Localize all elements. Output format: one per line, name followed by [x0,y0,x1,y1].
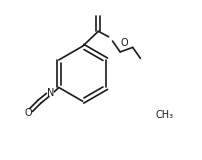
Text: CH₃: CH₃ [155,110,173,120]
Text: O: O [120,38,128,48]
Text: N: N [47,88,54,98]
Text: O: O [25,108,32,118]
